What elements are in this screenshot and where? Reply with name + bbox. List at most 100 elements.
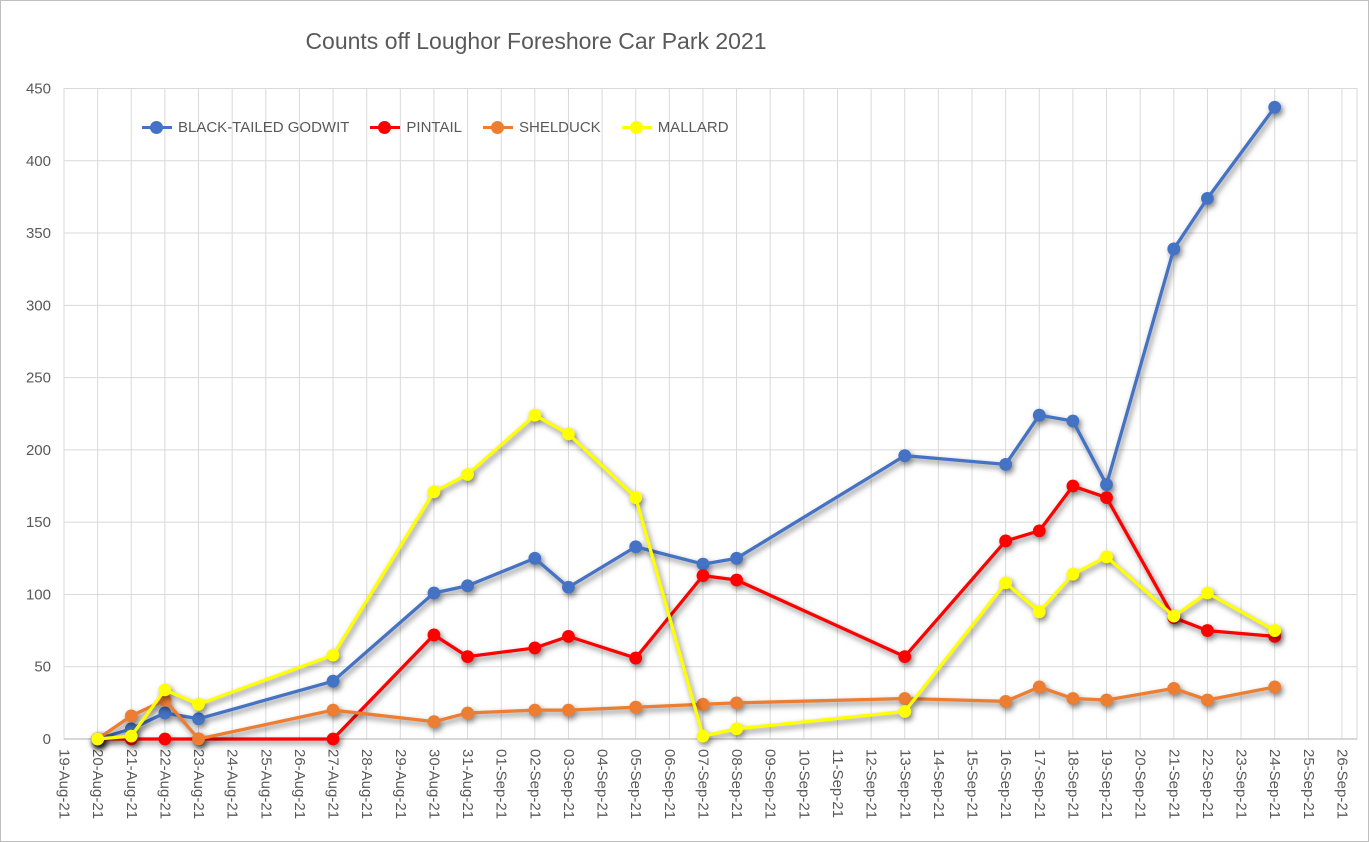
y-axis-label: 300: [26, 297, 51, 314]
data-point-marker: [898, 650, 912, 664]
chart-title: Counts off Loughor Foreshore Car Park 20…: [305, 28, 767, 54]
data-point-marker: [730, 696, 743, 710]
x-axis-label: 30-Aug-21: [425, 749, 442, 819]
data-point-marker: [461, 706, 474, 720]
x-axis-label: 06-Sep-21: [661, 749, 678, 819]
data-point-marker: [730, 551, 743, 565]
series-line: [96, 413, 1277, 741]
legend-label: MALLARD: [657, 119, 729, 136]
series-black-tailed-godwit: [91, 100, 1282, 746]
x-axis-label: 31-Aug-21: [459, 749, 476, 819]
x-axis-label: 16-Sep-21: [997, 749, 1014, 819]
data-point-marker: [898, 692, 912, 705]
series-shelduck: [91, 680, 1282, 746]
x-axis-label: 21-Aug-21: [123, 749, 140, 819]
data-point-marker: [528, 703, 542, 717]
data-point-marker: [528, 641, 542, 655]
legend: BLACK-TAILED GODWIT PINTAIL SHELDUCK MALLAR…: [142, 119, 729, 136]
data-point-marker: [1201, 693, 1214, 707]
legend-item-shelduck: SHELDUCK: [483, 119, 601, 136]
legend-item-black-tailed-godwit: BLACK-TAILED GODWIT: [142, 119, 349, 136]
data-point-marker: [1100, 478, 1113, 491]
data-point-marker: [528, 408, 542, 422]
data-point-marker: [1032, 408, 1046, 422]
data-point-marker: [1066, 414, 1080, 428]
x-axis-label: 26-Sep-21: [1333, 749, 1350, 819]
data-point-marker: [1100, 491, 1113, 504]
data-point-marker: [1268, 624, 1282, 637]
data-point-marker: [1201, 586, 1214, 600]
data-point-marker: [326, 732, 340, 746]
x-axis: 19-Aug-21 20-Aug-21 21-Aug-21 22-Aug-21 23-A…: [56, 749, 1351, 819]
x-axis-label: 10-Sep-21: [795, 749, 812, 819]
x-axis-label: 21-Sep-21: [1165, 749, 1182, 819]
data-point-marker: [999, 457, 1013, 471]
data-point-marker: [898, 705, 912, 718]
y-axis-label: 100: [26, 586, 51, 603]
legend-marker-icon: [370, 121, 401, 135]
y-axis-label: 50: [34, 659, 51, 676]
y-axis-label: 400: [26, 153, 51, 170]
legend-marker-icon: [142, 121, 172, 135]
x-axis-label: 23-Sep-21: [1233, 749, 1250, 819]
x-axis-label: 01-Sep-21: [493, 749, 510, 819]
data-point-marker: [562, 703, 575, 717]
x-axis-label: 11-Sep-21: [829, 749, 846, 818]
data-point-marker: [1032, 605, 1046, 619]
data-point-marker: [192, 732, 205, 746]
x-axis-label: 03-Sep-21: [560, 749, 577, 819]
x-axis-label: 17-Sep-21: [1031, 749, 1048, 819]
data-point-marker: [1066, 692, 1080, 705]
x-axis-label: 15-Sep-21: [964, 749, 981, 819]
x-axis-label: 05-Sep-21: [627, 749, 644, 819]
data-point-marker: [427, 485, 441, 499]
x-axis-label: 02-Sep-21: [526, 749, 543, 819]
data-point-marker: [562, 629, 575, 643]
data-point-marker: [192, 712, 205, 726]
legend-item-pintail: PINTAIL: [370, 119, 462, 136]
x-axis-label: 13-Sep-21: [896, 749, 913, 819]
legend-marker-icon: [621, 121, 652, 135]
data-point-marker: [999, 576, 1013, 590]
x-axis-label: 12-Sep-21: [863, 749, 880, 819]
data-point-marker: [1032, 680, 1046, 694]
x-axis-label: 23-Aug-21: [190, 749, 207, 819]
data-point-marker: [562, 427, 575, 441]
x-axis-label: 22-Sep-21: [1199, 749, 1216, 819]
data-point-marker: [1268, 100, 1282, 114]
data-point-marker: [1167, 609, 1181, 623]
x-axis-label: 19-Sep-21: [1098, 749, 1115, 819]
data-point-marker: [124, 729, 138, 743]
data-point-marker: [427, 628, 441, 642]
plot-border: [63, 88, 1358, 740]
data-point-marker: [629, 651, 643, 665]
data-point-marker: [1201, 624, 1214, 637]
data-point-marker: [1167, 682, 1181, 695]
data-point-marker: [1201, 191, 1214, 205]
data-point-marker: [1167, 242, 1181, 256]
y-axis-label: 200: [26, 442, 51, 459]
data-point-marker: [730, 573, 743, 587]
data-point-marker: [91, 732, 105, 746]
data-point-marker: [1066, 479, 1080, 493]
data-point-marker: [461, 650, 474, 664]
x-axis-label: 08-Sep-21: [728, 749, 745, 819]
data-point-marker: [427, 715, 441, 729]
y-axis-label: 350: [26, 225, 51, 242]
data-point-marker: [461, 468, 474, 481]
data-point-marker: [1268, 680, 1282, 694]
x-axis-label: 19-Aug-21: [56, 749, 73, 819]
legend-marker-icon: [483, 121, 513, 135]
series-line: [96, 105, 1277, 741]
x-axis-label: 04-Sep-21: [594, 749, 611, 819]
x-axis-label: 09-Sep-21: [762, 749, 779, 819]
data-point-marker: [427, 586, 441, 600]
data-point-marker: [158, 732, 172, 746]
data-point-marker: [192, 697, 205, 711]
x-axis-label: 20-Sep-21: [1132, 749, 1149, 819]
y-axis-label: 150: [26, 514, 51, 531]
data-point-marker: [696, 729, 710, 743]
data-point-marker: [629, 540, 643, 554]
y-axis-label: 450: [26, 81, 51, 98]
